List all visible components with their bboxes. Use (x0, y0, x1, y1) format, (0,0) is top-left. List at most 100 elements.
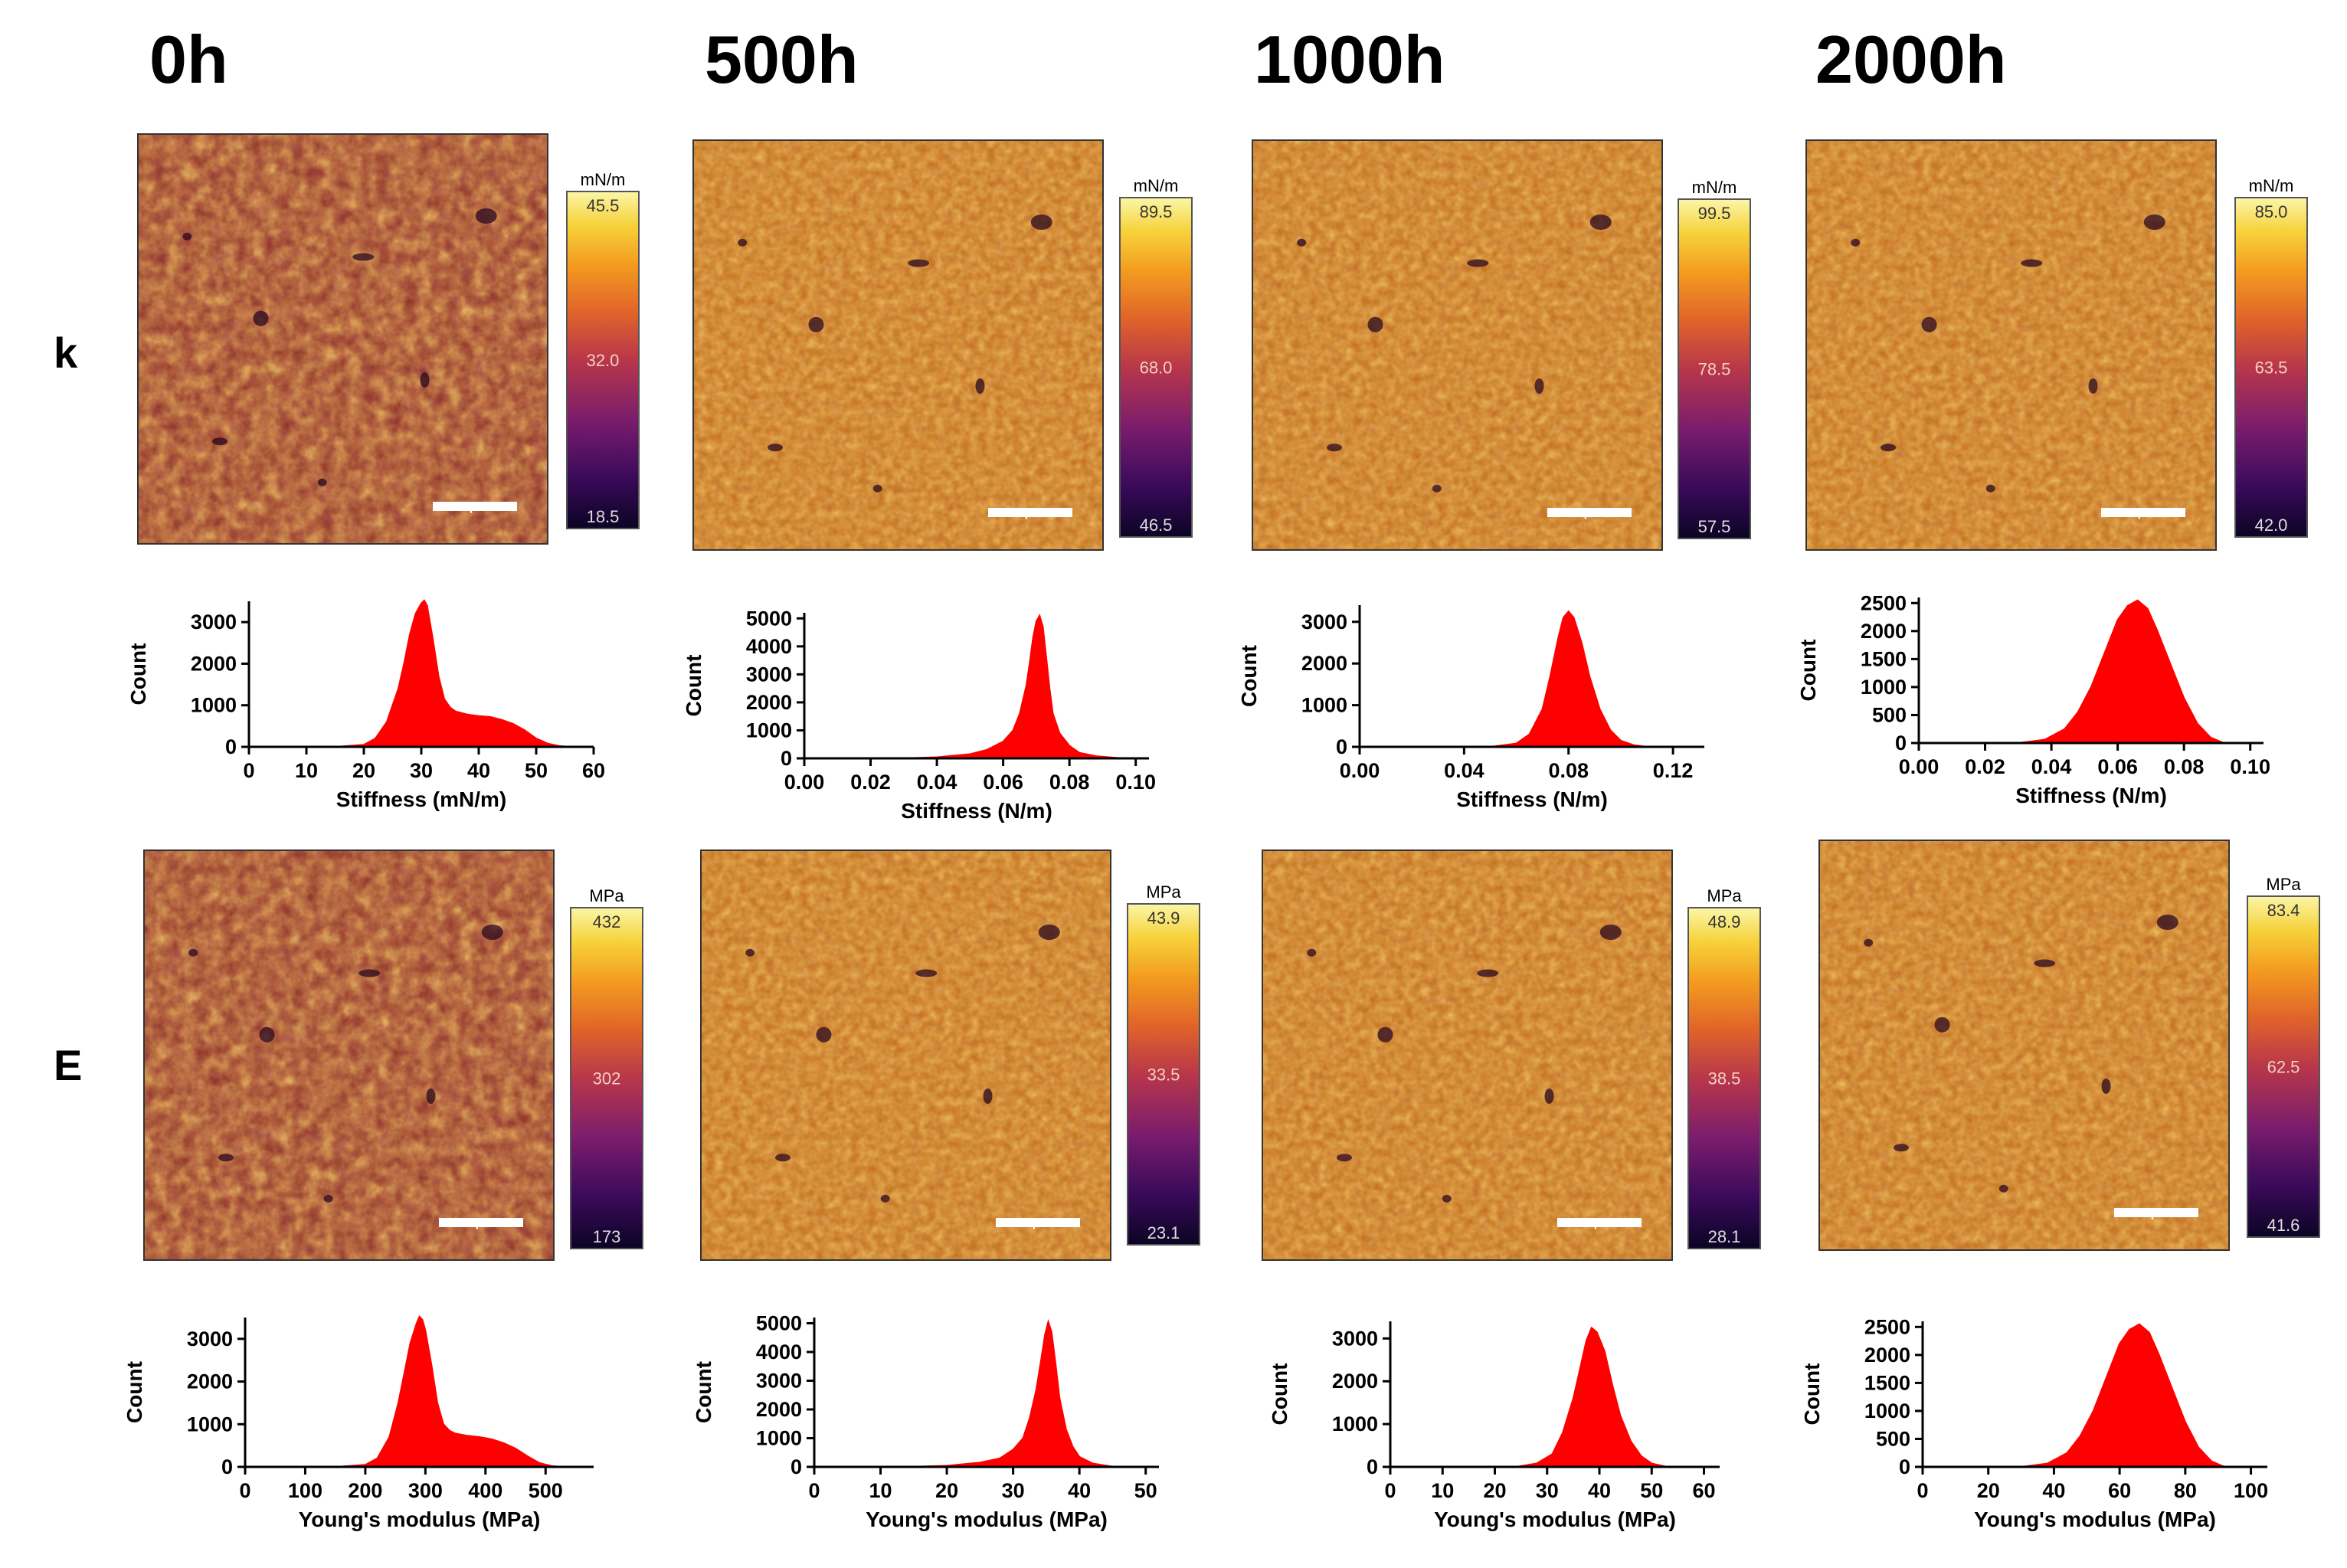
y-tick-label: 2000 (1864, 1344, 1910, 1367)
colorbar-min-label: 23.1 (1147, 1223, 1180, 1242)
afm-map-feature (745, 948, 755, 957)
y-axis-label: Count (682, 655, 705, 717)
y-tick-label: 0 (225, 735, 237, 758)
x-tick-label: 50 (1134, 1479, 1157, 1502)
afm-map-feature (1467, 259, 1489, 267)
x-tick-label: 0.04 (2031, 755, 2072, 778)
colorbar-unit: mN/m (2249, 176, 2294, 195)
x-axis-label: Stiffness (mN/m) (336, 787, 506, 811)
y-tick-label: 3000 (756, 1370, 802, 1393)
y-axis-label: Count (1237, 645, 1261, 707)
afm-map-feature (2156, 915, 2178, 930)
afm-map-feature (1934, 1016, 1950, 1033)
map-E-0h: 1µm MPa 432 302 173 (143, 849, 643, 1261)
x-tick-label: 0.06 (2097, 755, 2138, 778)
x-tick-label: 0 (243, 759, 254, 782)
y-tick-label: 2500 (1864, 1315, 1910, 1338)
hist-k-0h: 0 10 20 30 40 50 60 0 1000 2000 3000 Stiffness (mN/… (126, 599, 605, 811)
afm-map-feature (352, 253, 375, 261)
x-tick-label: 200 (348, 1479, 382, 1502)
x-axis-label: Stiffness (N/m) (1456, 787, 1608, 811)
afm-map-feature (317, 478, 327, 486)
colorbar-mid-label: 63.5 (2255, 358, 2288, 378)
colorbar-min-label: 57.5 (1698, 517, 1731, 536)
afm-map-feature (426, 1088, 436, 1104)
x-tick-label: 80 (2174, 1479, 2197, 1502)
colorbar (2247, 895, 2320, 1238)
afm-map-frame (137, 133, 548, 545)
hist-k-500h: 0.00 0.02 0.04 0.06 0.08 0.10 0 1000 2000 3000 400… (682, 607, 1156, 823)
x-tick-label: 100 (288, 1479, 322, 1502)
y-tick-label: 1000 (756, 1427, 802, 1450)
histogram-area (1360, 610, 1704, 748)
x-tick-label: 10 (1431, 1479, 1454, 1502)
colorbar-max-label: 85.0 (2255, 202, 2288, 221)
y-tick-label: 1000 (187, 1413, 233, 1435)
y-tick-label: 1500 (1864, 1371, 1910, 1394)
x-tick-label: 0 (808, 1479, 820, 1502)
afm-map-feature (259, 1026, 275, 1043)
scale-bar-label: 1µm (1587, 1216, 1612, 1229)
map-E-500h: 1µm MPa 43.9 33.5 23.1 (700, 849, 1200, 1261)
colorbar (2234, 197, 2308, 538)
y-tick-label: 5000 (756, 1312, 802, 1335)
histogram-area (804, 614, 1150, 759)
x-axis-label: Stiffness (N/m) (2015, 784, 2167, 807)
x-tick-label: 0.12 (1653, 759, 1694, 782)
x-tick-label: 40 (467, 759, 490, 782)
y-tick-label: 1500 (1861, 647, 1907, 670)
afm-map-feature (188, 948, 198, 957)
afm-map-frame (692, 139, 1104, 551)
afm-map-feature (1337, 1154, 1352, 1162)
histogram-area (1919, 599, 2264, 744)
map-k-2000h: 1µm mN/m 85.0 63.5 42.0 (1805, 139, 2308, 551)
x-tick-label: 20 (935, 1479, 958, 1502)
afm-map-feature (872, 484, 882, 493)
x-tick-label: 0.00 (784, 771, 825, 794)
colorbar-mid-label: 78.5 (1698, 360, 1731, 379)
scale-bar (1557, 1218, 1642, 1227)
afm-map-frame (1252, 139, 1663, 551)
afm-map-texture (701, 850, 1111, 1260)
colorbar-min-label: 41.6 (2267, 1216, 2300, 1235)
histogram-area (245, 1315, 594, 1468)
afm-map-feature (2021, 259, 2043, 267)
colorbar-unit: MPa (2266, 875, 2301, 894)
afm-map-frame (1818, 840, 2230, 1251)
histogram-area (249, 599, 594, 748)
colorbar-mid-label: 33.5 (1147, 1066, 1180, 1085)
x-tick-label: 0.02 (1965, 755, 2005, 778)
x-tick-label: 50 (525, 759, 548, 782)
afm-map-feature (1864, 938, 1874, 947)
y-tick-label: 500 (1872, 703, 1907, 726)
hist-k-1000h: 0.00 0.04 0.08 0.12 0 1000 2000 3000 Stiffness (… (1237, 605, 1704, 811)
colorbar-min-label: 28.1 (1708, 1227, 1741, 1246)
column-title-500h: 500h (705, 21, 859, 97)
hist-E-1000h: 0 10 20 30 40 50 60 0 1000 2000 3000 Young's modulu… (1268, 1321, 1720, 1531)
x-tick-label: 30 (1002, 1479, 1025, 1502)
histogram-area (1390, 1326, 1720, 1468)
colorbar-min-label: 42.0 (2255, 516, 2288, 535)
x-tick-label: 20 (352, 759, 375, 782)
y-tick-label: 1000 (191, 694, 237, 717)
row-label-E: E (54, 1041, 82, 1089)
afm-map-feature (1038, 925, 1060, 940)
x-tick-label: 40 (1068, 1479, 1091, 1502)
x-tick-label: 0.00 (1899, 755, 1939, 778)
colorbar-unit: mN/m (1134, 176, 1179, 195)
colorbar-unit: MPa (589, 886, 624, 905)
afm-map-feature (880, 1194, 890, 1203)
y-tick-label: 500 (1876, 1427, 1910, 1450)
colorbar-mid-label: 302 (593, 1069, 621, 1088)
afm-map-feature (808, 316, 824, 332)
colorbar-max-label: 432 (593, 912, 621, 931)
afm-map-feature (768, 444, 783, 452)
scale-bar-label: 1µm (463, 500, 487, 513)
map-k-500h: 1µm mN/m 89.5 68.0 46.5 (692, 139, 1193, 551)
afm-map-feature (1377, 1026, 1393, 1043)
x-tick-label: 30 (1536, 1479, 1559, 1502)
afm-map-feature (1881, 444, 1896, 452)
afm-map-feature (1442, 1194, 1452, 1203)
